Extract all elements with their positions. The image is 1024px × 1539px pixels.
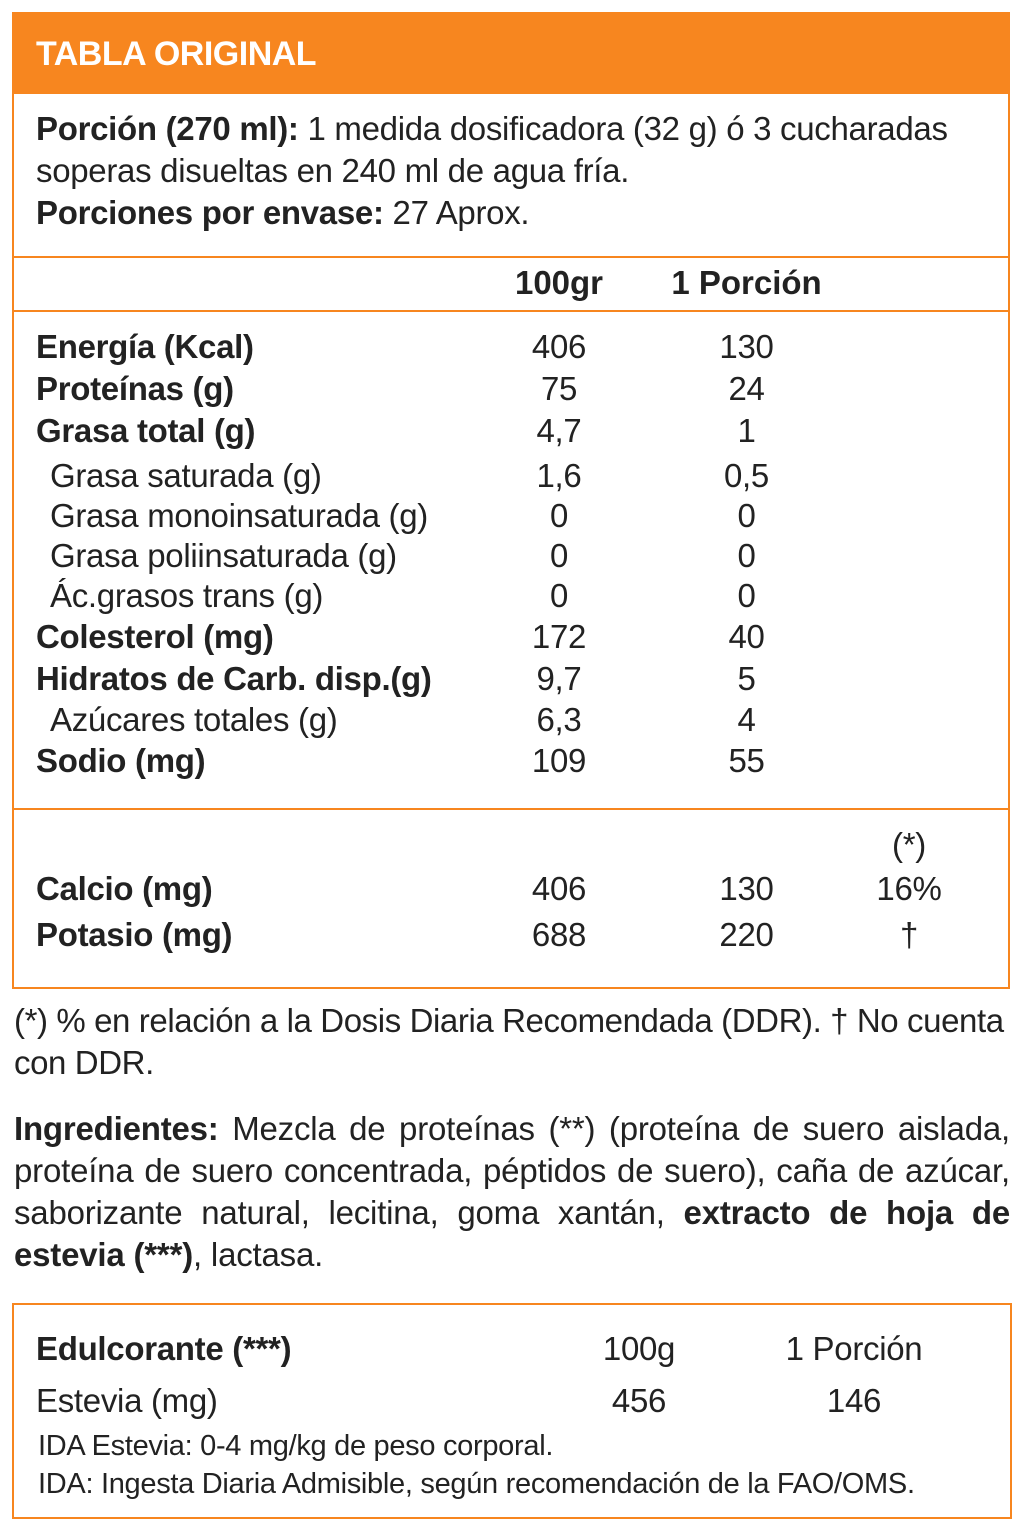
row-label: Grasa saturada (g) (50, 457, 322, 494)
sweetener-table: Edulcorante (***) 100g 1 Porción Estevia… (12, 1303, 1012, 1519)
table-row: Grasa saturada (g) 1,6 0,5 (14, 456, 1008, 496)
table-row: Estevia (mg) 456 146 (14, 1379, 1010, 1423)
sweetener-header-row: Edulcorante (***) 100g 1 Porción (14, 1327, 1010, 1371)
row-value-portion: 0 (737, 537, 756, 574)
sweetener-col-portion: 1 Porción (785, 1330, 923, 1367)
sweetener-col-100g: 100g (602, 1330, 676, 1367)
row-label: Proteínas (g) (36, 370, 234, 407)
row-value-portion: 130 (719, 870, 774, 907)
nutrient-rows: Energía (Kcal) 406 130 Proteínas (g) 75 24 G… (14, 312, 1008, 810)
row-value-portion: 5 (737, 660, 756, 697)
table-title: TABLA ORIGINAL (14, 14, 1008, 94)
row-value-portion: 40 (728, 618, 765, 655)
row-value-100: 406 (531, 328, 587, 365)
ingredients-bold: extracto de hoja de estevia (***) (14, 1194, 1010, 1273)
servings-value: 27 Aprox. (383, 194, 530, 231)
table-row: Proteínas (g) 75 24 (14, 368, 1008, 410)
ida-definition: IDA: Ingesta Diaria Admisible, según rec… (38, 1468, 915, 1500)
row-label: Potasio (mg) (36, 916, 233, 953)
row-label: Calcio (mg) (36, 870, 213, 907)
ingredients-label: Ingredientes: (14, 1110, 219, 1147)
row-value-portion: 24 (728, 370, 765, 407)
row-label: Estevia (mg) (36, 1382, 218, 1419)
row-value-100: 172 (531, 618, 587, 655)
row-value-portion: 0 (737, 577, 756, 614)
row-value-portion: 0 (737, 497, 756, 534)
row-value-portion: 146 (826, 1382, 882, 1419)
row-value-100: 0 (549, 537, 569, 574)
portion-info: Porción (270 ml): 1 medida dosificadora … (14, 94, 1008, 258)
row-value-100: 75 (540, 370, 578, 407)
row-label: Grasa poliinsaturada (g) (50, 537, 397, 574)
nutrition-table: TABLA ORIGINAL Porción (270 ml): 1 medid… (12, 12, 1010, 989)
row-value-ddr: 16% (876, 870, 942, 907)
ddr-footnote: (*) % en relación a la Dosis Diaria Reco… (14, 1002, 1004, 1081)
row-value-100: 109 (531, 742, 587, 779)
row-label: Azúcares totales (g) (50, 701, 338, 738)
table-row: Grasa poliinsaturada (g) 0 0 (14, 536, 1008, 576)
row-value-100: 406 (531, 870, 587, 907)
row-value-portion: 0,5 (724, 457, 769, 494)
table-row: Calcio (mg) 406 130 16% (14, 866, 1008, 912)
ida-note: IDA Estevia: 0-4 mg/kg de peso corporal. (38, 1430, 554, 1462)
row-value-portion: 55 (728, 742, 765, 779)
row-value-portion: 220 (719, 916, 774, 953)
dagger-icon: † (899, 916, 919, 953)
row-value-100: 456 (611, 1382, 667, 1419)
table-row: Potasio (mg) 688 220 † (14, 912, 1008, 958)
col-header-100gr: 100gr (514, 264, 604, 301)
ddr-header: (*) (892, 826, 926, 863)
table-row: Ác.grasos trans (g) 0 0 (14, 576, 1008, 616)
table-row: Hidratos de Carb. disp.(g) 9,7 5 (14, 658, 1008, 700)
row-value-100: 688 (531, 916, 587, 953)
row-value-100: 1,6 (536, 457, 582, 494)
row-value-portion: 130 (719, 328, 774, 365)
table-row: Grasa monoinsaturada (g) 0 0 (14, 496, 1008, 536)
row-label: Colesterol (mg) (36, 618, 274, 655)
table-row: Grasa total (g) 4,7 1 (14, 410, 1008, 452)
row-value-100: 9,7 (536, 660, 582, 697)
row-label: Grasa total (g) (36, 412, 256, 449)
table-row: Azúcares totales (g) 6,3 4 (14, 700, 1008, 740)
mineral-rows: (*) Calcio (mg) 406 130 16% Potasio (mg) 688… (14, 810, 1008, 958)
row-value-portion: 1 (737, 412, 756, 449)
row-value-100: 4,7 (536, 412, 582, 449)
ingredients-text: Mezcla de proteínas (**) (proteína de su… (14, 1110, 1010, 1231)
row-label: Hidratos de Carb. disp.(g) (36, 660, 432, 697)
ddr-header-row: (*) (14, 824, 1008, 866)
row-value-portion: 4 (737, 701, 756, 738)
table-row: Energía (Kcal) 406 130 (14, 326, 1008, 368)
sweetener-title: Edulcorante (***) (36, 1330, 292, 1367)
row-label: Grasa monoinsaturada (g) (50, 497, 428, 534)
row-label: Ác.grasos trans (g) (50, 577, 324, 614)
row-label: Sodio (mg) (36, 742, 206, 779)
table-row: Sodio (mg) 109 55 (14, 740, 1008, 782)
col-header-portion: 1 Porción (671, 264, 822, 301)
row-label: Energía (Kcal) (36, 328, 254, 365)
ingredients-tail: , lactasa. (193, 1236, 324, 1273)
row-value-100: 0 (549, 577, 569, 614)
table-row: Colesterol (mg) 172 40 (14, 616, 1008, 658)
servings-label: Porciones por envase: (36, 194, 384, 231)
ingredients-paragraph: Ingredientes: Mezcla de proteínas (**) (… (14, 1108, 1010, 1276)
row-value-100: 0 (549, 497, 569, 534)
portion-text: 1 medida dosificadora (32 g) ó 3 cuchara… (36, 110, 948, 189)
portion-label: Porción (270 ml): (36, 110, 299, 147)
row-value-100: 6,3 (536, 701, 582, 738)
column-headers: 100gr 1 Porción (14, 258, 1008, 312)
